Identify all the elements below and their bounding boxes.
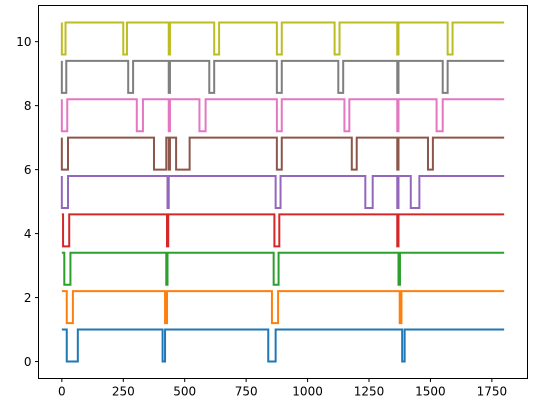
y-tick-label: 2 xyxy=(24,291,32,305)
x-tick-label: 1500 xyxy=(415,385,446,399)
series-line-4 xyxy=(61,213,505,248)
x-tick-label: 750 xyxy=(235,385,258,399)
x-axis: 0 250 500 750 1000 1250 1500 1750 xyxy=(58,378,508,399)
series-line-1 xyxy=(61,328,505,363)
y-tick-label: 4 xyxy=(24,227,32,241)
x-tick-label: 500 xyxy=(173,385,196,399)
series-line-9 xyxy=(60,21,505,56)
x-tick-label: 250 xyxy=(112,385,135,399)
series-line-3 xyxy=(61,251,505,286)
series-line-7 xyxy=(60,98,505,133)
plot-area xyxy=(60,21,505,363)
plot-frame xyxy=(38,5,528,379)
y-tick-label: 10 xyxy=(16,35,31,49)
series-line-8 xyxy=(60,59,505,94)
y-tick-label: 8 xyxy=(24,99,32,113)
series-line-6 xyxy=(60,136,505,171)
x-tick-label: 1250 xyxy=(354,385,385,399)
x-tick-label: 0 xyxy=(58,385,66,399)
x-tick-label: 1000 xyxy=(292,385,323,399)
y-tick-label: 6 xyxy=(24,163,32,177)
y-axis: 0 2 4 6 8 10 xyxy=(16,35,39,369)
series-line-2 xyxy=(61,290,505,325)
x-tick-label: 1750 xyxy=(477,385,508,399)
series-line-5 xyxy=(60,175,505,209)
y-tick-label: 0 xyxy=(24,355,32,369)
